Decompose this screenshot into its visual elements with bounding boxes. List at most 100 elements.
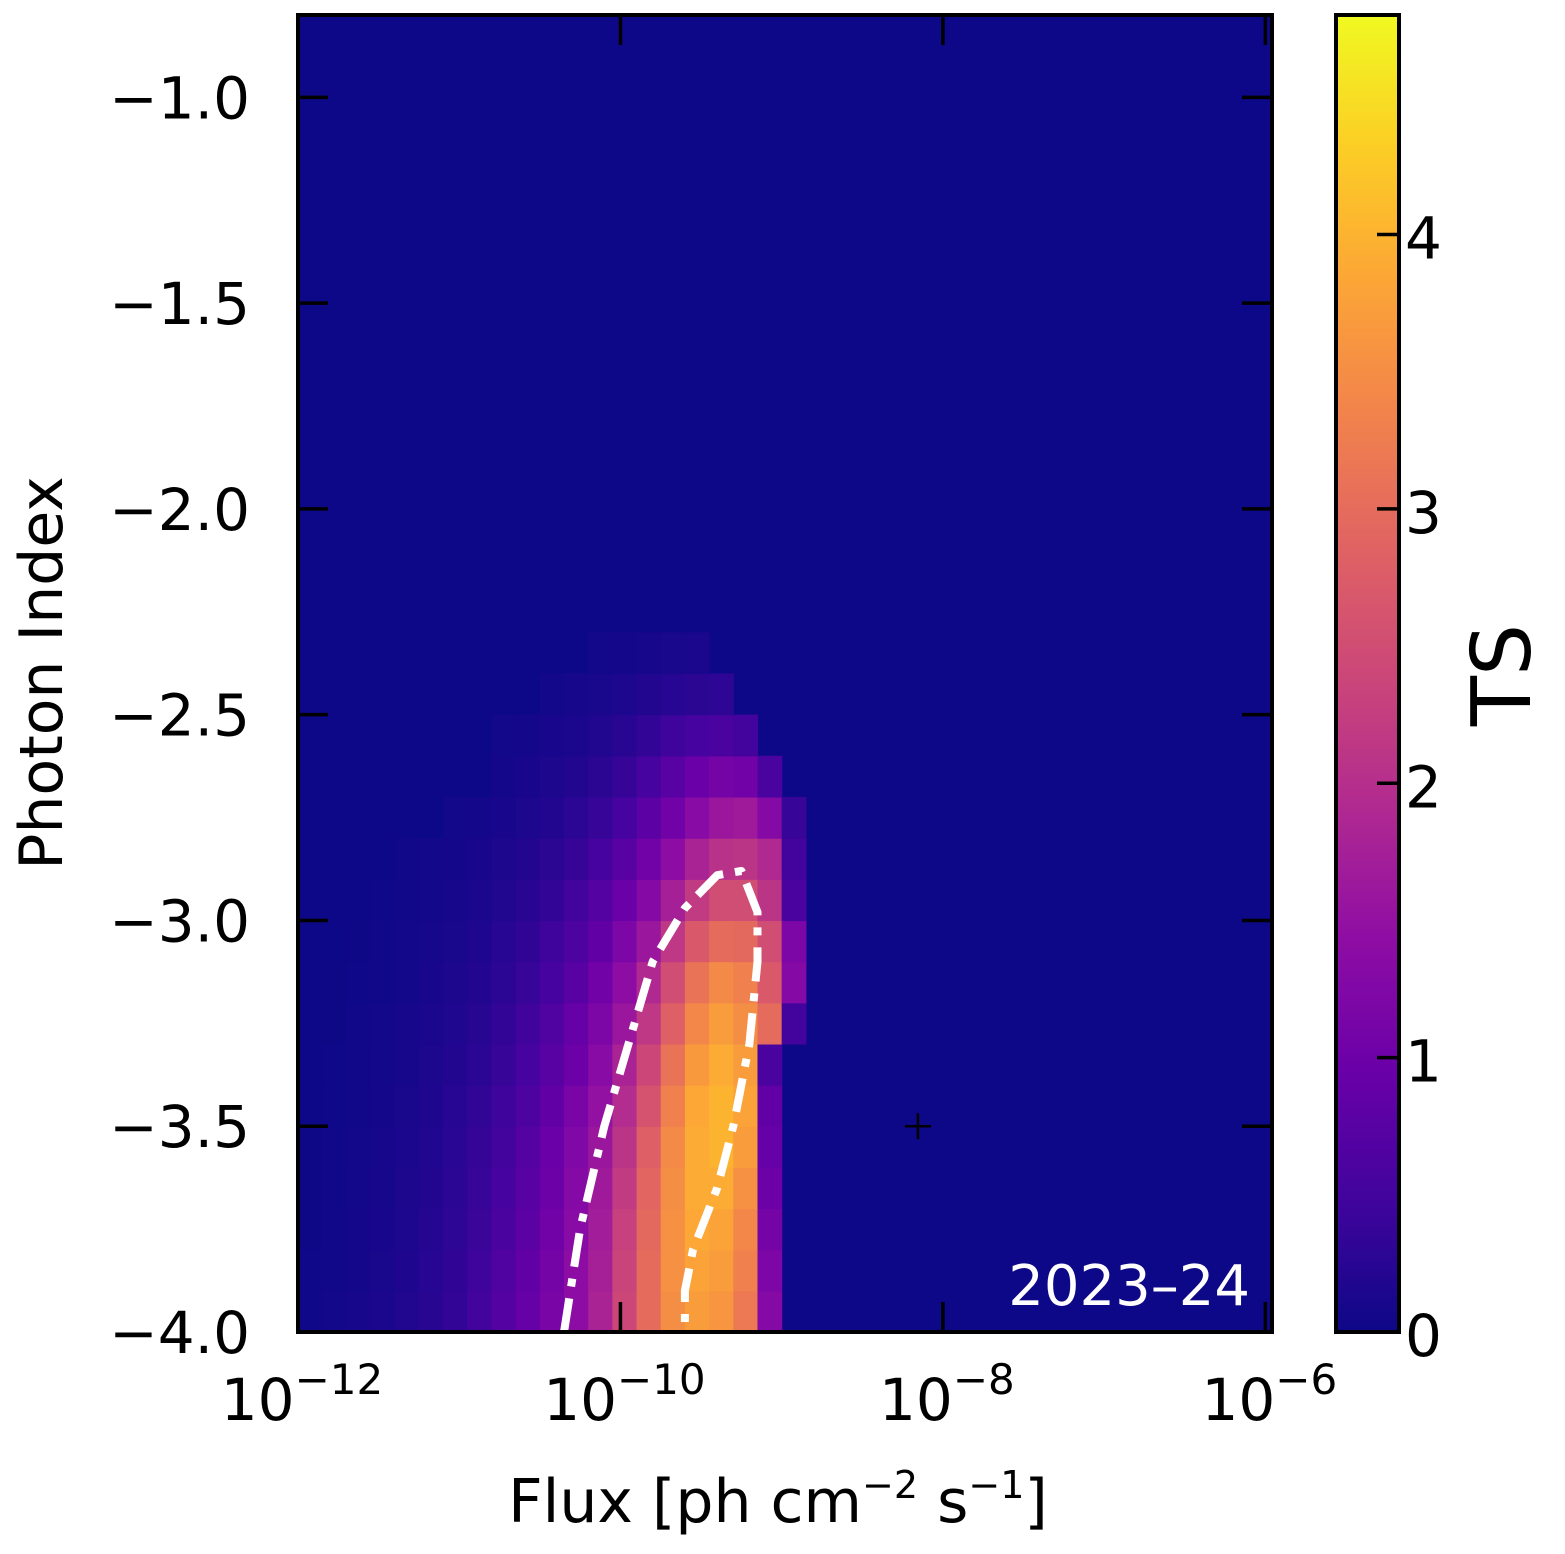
- heatmap-cell: [467, 1249, 493, 1292]
- heatmap-cell: [588, 1290, 613, 1333]
- heatmap-cell: [539, 796, 565, 839]
- heatmap-cell: [684, 1290, 710, 1333]
- heatmap-cell: [564, 714, 589, 757]
- heatmap-cell: [709, 1208, 734, 1251]
- heatmap-cell: [370, 879, 396, 922]
- heatmap-cell: [539, 755, 565, 798]
- heatmap-cell: [515, 961, 541, 1004]
- heatmap-cell: [660, 1002, 686, 1045]
- heatmap-cell: [346, 1126, 372, 1168]
- y-tick-label: −1.0: [109, 64, 250, 132]
- heatmap-cell: [588, 1043, 613, 1086]
- heatmap-cell: [346, 1290, 372, 1333]
- heatmap-cell: [346, 1043, 372, 1086]
- heatmap-cell: [709, 673, 734, 716]
- heatmap-cell: [298, 1126, 323, 1168]
- heatmap-cell: [612, 1208, 638, 1251]
- heatmap-cell: [684, 920, 710, 963]
- y-tick-label: −3.0: [109, 887, 250, 955]
- heatmap-cell: [539, 879, 565, 922]
- y-tick-label: −2.5: [109, 682, 250, 750]
- heatmap-cell: [612, 632, 638, 675]
- y-tick-label: −1.5: [109, 270, 250, 338]
- heatmap-cell: [394, 1043, 420, 1086]
- heatmap-cell: [564, 673, 589, 716]
- heatmap-cell: [636, 1085, 662, 1127]
- heatmap-cell: [370, 1043, 396, 1086]
- heatmap-cell: [588, 920, 613, 963]
- heatmap-cell: [733, 755, 759, 798]
- heatmap-cell: [709, 755, 734, 798]
- heatmap-cell: [491, 1085, 517, 1127]
- heatmap-cell: [298, 1249, 323, 1292]
- heatmap-cell: [636, 796, 662, 839]
- heatmap-cell: [443, 920, 468, 963]
- heatmap-cell: [564, 920, 589, 963]
- heatmap-cell: [636, 838, 662, 880]
- heatmap-cell: [588, 1249, 613, 1292]
- heatmap-cell: [467, 879, 493, 922]
- heatmap-cell: [539, 1043, 565, 1086]
- heatmap-cell: [515, 838, 541, 880]
- colorbar-gradient: [1336, 15, 1399, 1332]
- heatmap-cell: [709, 1085, 734, 1127]
- heatmap-cell: [539, 1126, 565, 1168]
- heatmap-cell: [757, 838, 783, 880]
- heatmap-cell: [636, 755, 662, 798]
- heatmap-cell: [443, 879, 468, 922]
- heatmap-cell: [539, 1208, 565, 1251]
- heatmap-cell: [564, 755, 589, 798]
- heatmap-cell: [515, 1290, 541, 1333]
- heatmap-cell: [394, 1290, 420, 1333]
- heatmap-cell: [418, 1249, 444, 1292]
- heatmap-cell: [370, 1002, 396, 1045]
- heatmap-cell: [467, 1126, 493, 1168]
- colorbar: 0 1 2 3 4: [1334, 13, 1442, 1370]
- heatmap-cell: [443, 1043, 468, 1086]
- heatmap-cell: [636, 632, 662, 675]
- heatmap-cell: [515, 879, 541, 922]
- heatmap-cell: [443, 1249, 468, 1292]
- heatmap-cell: [515, 920, 541, 963]
- heatmap-cell: [322, 1002, 347, 1045]
- heatmap-cell: [394, 1126, 420, 1168]
- heatmap-cell: [443, 1002, 468, 1045]
- heatmap-cell: [418, 920, 444, 963]
- heatmap-cell: [370, 1290, 396, 1333]
- heatmap-cell: [684, 838, 710, 880]
- heatmap-cell: [588, 961, 613, 1004]
- heatmap-cell: [757, 1167, 783, 1210]
- heatmap-cell: [346, 1249, 372, 1292]
- heatmap-cell: [370, 961, 396, 1004]
- heatmap-cell: [588, 838, 613, 880]
- heatmap-cell: [757, 796, 783, 839]
- heatmap-cell: [467, 1043, 493, 1086]
- heatmap-cell: [467, 796, 493, 839]
- heatmap-cell: [443, 1126, 468, 1168]
- plot-frame: [296, 13, 1274, 1334]
- heatmap-cell: [394, 879, 420, 922]
- heatmap-cell: [564, 1167, 589, 1210]
- x-tick-label: 10−10: [543, 1355, 705, 1434]
- heatmap-cell: [515, 755, 541, 798]
- heatmap-cell: [491, 1249, 517, 1292]
- y-tick-label: −2.0: [109, 476, 250, 544]
- heatmap-cell: [612, 1249, 638, 1292]
- heatmap-cell: [539, 714, 565, 757]
- heatmap-cell: [757, 879, 783, 922]
- heatmap-cell: [612, 961, 638, 1004]
- heatmap-cell: [370, 1208, 396, 1251]
- heatmap-cell: [660, 796, 686, 839]
- heatmap-cell: [443, 1290, 468, 1333]
- heatmap-cell: [370, 1167, 396, 1210]
- heatmap-cell: [394, 1249, 420, 1292]
- period-annotation: 2023–24: [1008, 1254, 1250, 1319]
- x-tick-label: 10−12: [221, 1355, 383, 1434]
- colorbar-tick-label: 3: [1405, 479, 1442, 547]
- heatmap-cell: [612, 838, 638, 880]
- heatmap-cell: [709, 920, 734, 963]
- heatmap-cell: [539, 673, 565, 716]
- heatmap-cell: [612, 714, 638, 757]
- heatmap-cell: [418, 1208, 444, 1251]
